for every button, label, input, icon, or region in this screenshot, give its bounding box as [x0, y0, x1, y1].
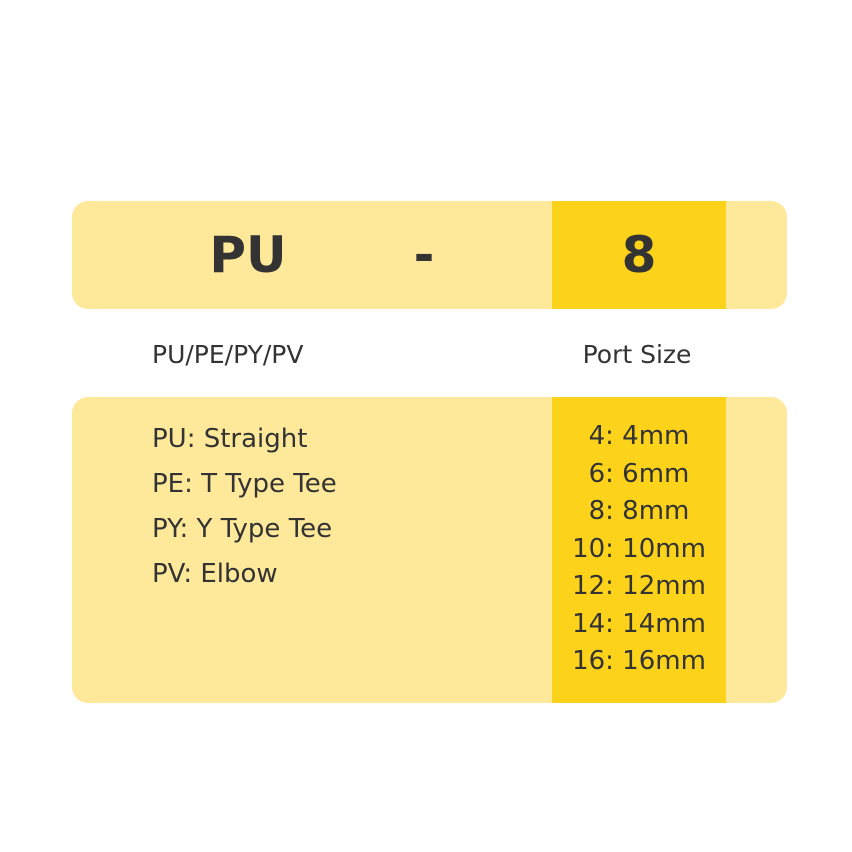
type-item: PV: Elbow — [152, 559, 278, 589]
size-highlight — [552, 397, 726, 703]
type-item: PU: Straight — [152, 424, 308, 454]
series-code: PU — [209, 226, 287, 284]
size-code: 8 — [621, 226, 657, 284]
type-item: PE: T Type Tee — [152, 469, 337, 499]
size-item: 16: 16mm — [572, 646, 706, 676]
model-code-panel: PU - 8 — [72, 201, 787, 309]
size-item: 10: 10mm — [572, 533, 706, 564]
options-panel: PU: Straight PE: T Type Tee PY: Y Type T… — [72, 397, 787, 703]
type-list: PU: Straight PE: T Type Tee PY: Y Type T… — [152, 417, 337, 597]
size-highlight — [552, 201, 726, 309]
size-item: 8: 8mm — [588, 496, 690, 526]
port-size-label: Port Size — [582, 340, 692, 369]
type-item: PY: Y Type Tee — [152, 514, 333, 544]
size-item: 12: 12mm — [572, 571, 706, 601]
size-list: 4: 4mm 6: 6mm 8: 8mm 10: 10mm 12: 12mm 1… — [552, 418, 726, 681]
size-item: 6: 6mm — [588, 458, 690, 489]
separator: - — [413, 226, 435, 284]
size-item: 4: 4mm — [588, 421, 690, 451]
size-item: 14: 14mm — [572, 608, 706, 639]
series-label: PU/PE/PY/PV — [152, 340, 304, 369]
